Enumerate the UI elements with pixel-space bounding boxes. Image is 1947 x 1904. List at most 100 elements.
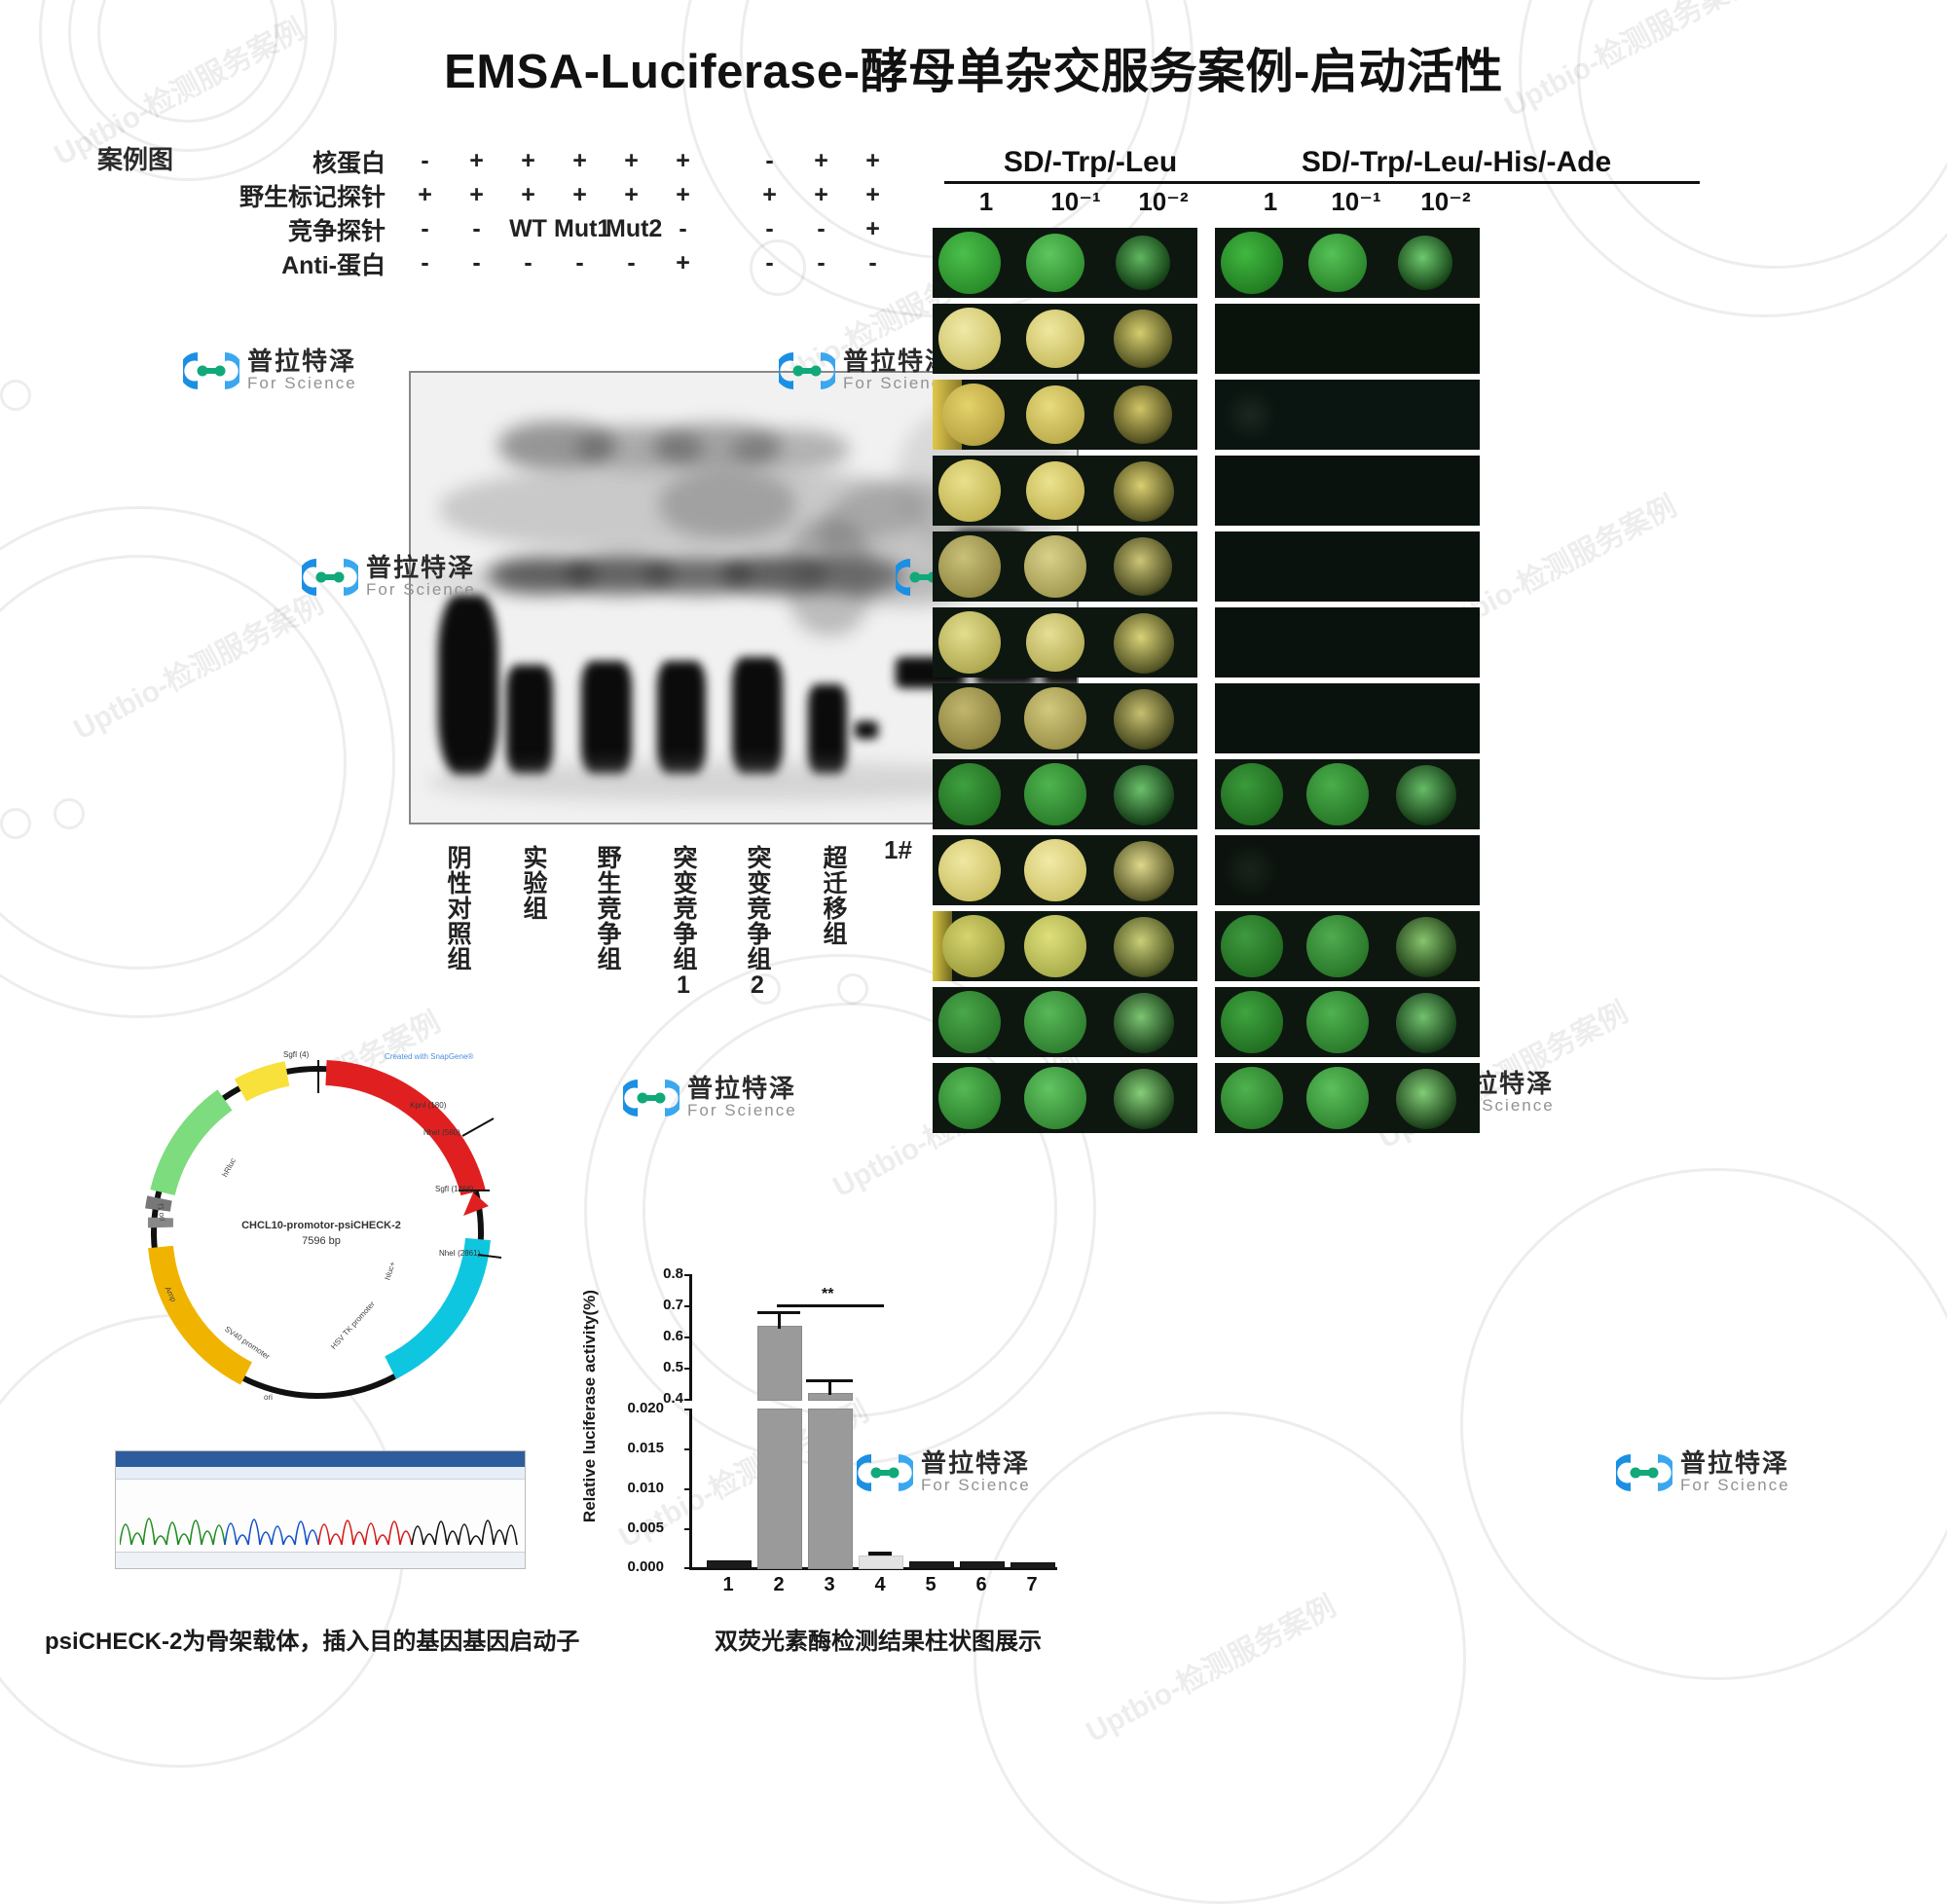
- table-row: 竞争探针 - - WT Mut1 Mut2 - - - +: [230, 212, 899, 246]
- dilution-label: 10⁻²: [1138, 187, 1189, 216]
- yeast-strip: [1215, 1063, 1480, 1133]
- yeast-strip: [933, 1063, 1197, 1133]
- bar-2-upper: [757, 1326, 802, 1401]
- bar-2-error-stem: [778, 1311, 781, 1329]
- brand-name-en: For Science: [247, 374, 357, 393]
- x-tick-label: 4: [874, 1574, 886, 1595]
- significance-marker: **: [822, 1286, 834, 1302]
- bar-3-lower: [808, 1409, 853, 1569]
- lane-label: 阴性对照组: [444, 845, 471, 971]
- bar-2-lower: [757, 1409, 802, 1569]
- condition-name: 野生标记探针: [239, 183, 386, 211]
- condition-value: +: [469, 147, 484, 174]
- brand-watermark: 普拉特泽 For Science: [178, 347, 357, 393]
- condition-value: +: [865, 181, 880, 208]
- yeast-strip: [1215, 380, 1480, 450]
- condition-value: +: [624, 147, 639, 174]
- yeast-strip: [933, 304, 1197, 374]
- yeast-strip: [1215, 304, 1480, 374]
- plasmid-feature: ori: [264, 1393, 273, 1402]
- lane-label: 突变竞争组2: [744, 845, 771, 1000]
- ring-decor: [837, 973, 868, 1005]
- yeast-strip: [1215, 607, 1480, 677]
- bar-5: [909, 1561, 954, 1569]
- trace-toolbar: [116, 1467, 525, 1480]
- dilution-label: 10⁻¹: [1050, 187, 1101, 216]
- condition-value: -: [421, 147, 429, 174]
- yeast-strip: [933, 683, 1197, 753]
- condition-value: -: [817, 215, 826, 242]
- y-tick-label: 0.6: [663, 1328, 683, 1344]
- brand-watermark: 普拉特泽 For Science: [618, 1075, 797, 1120]
- dilution-label: 10⁻²: [1420, 187, 1471, 216]
- bar-6: [960, 1561, 1005, 1569]
- lane-label: 野生竞争组: [594, 845, 621, 971]
- yeast-strip: [1215, 228, 1480, 298]
- table-row: 核蛋白 - + + + + + - + +: [230, 144, 899, 178]
- yeast-strip: [933, 835, 1197, 905]
- brand-logo-icon: [178, 348, 244, 393]
- table-row: Anti-蛋白 - - - - - + - - -: [230, 246, 899, 280]
- y-tick-label: 0.5: [663, 1359, 683, 1375]
- condition-value: +: [521, 147, 535, 174]
- yeast-strip: [1215, 456, 1480, 526]
- plasmid-size: 7596 bp: [302, 1235, 341, 1247]
- plasmid-site: SgfI (4): [283, 1050, 310, 1059]
- y-tick-label: 0.7: [663, 1297, 683, 1313]
- background-watermark-text: Uptbio-检测服务案例: [68, 587, 329, 747]
- y-tick-label: 0.005: [627, 1520, 664, 1536]
- condition-value: Mut2: [606, 215, 663, 242]
- x-tick-label: 6: [975, 1574, 987, 1595]
- yeast-panel-header-2: SD/-Trp/-Leu/-His/-Ade: [1213, 146, 1700, 184]
- condition-value: -: [765, 215, 774, 242]
- trace-statusbar: [116, 1552, 525, 1568]
- yeast-strip: [1215, 759, 1480, 829]
- snapgene-note: Created with SnapGene®: [385, 1052, 474, 1061]
- trace-window-titlebar: [116, 1451, 525, 1467]
- condition-value: -: [421, 249, 429, 276]
- yeast-strip: [933, 607, 1197, 677]
- condition-value: WT: [509, 215, 547, 242]
- yeast-strip: [933, 456, 1197, 526]
- condition-value: -: [627, 249, 636, 276]
- yeast-strip: [933, 759, 1197, 829]
- condition-value: +: [865, 147, 880, 174]
- brand-logo-icon: [297, 555, 363, 600]
- condition-value: +: [676, 181, 690, 208]
- yeast-one-hybrid-panels: SD/-Trp/-Leu SD/-Trp/-Leu/-His/-Ade 1 10…: [925, 146, 1937, 1626]
- condition-value: Mut1: [554, 215, 611, 242]
- bar-1: [707, 1560, 752, 1569]
- x-tick-label: 1: [722, 1574, 734, 1595]
- plasmid-name: CHCL10-promotor-psiCHECK-2: [241, 1220, 401, 1231]
- ring-decor: [54, 798, 85, 829]
- condition-value: +: [572, 181, 587, 208]
- brand-name-en: For Science: [687, 1101, 797, 1120]
- y-tick-label: 0.8: [663, 1265, 683, 1282]
- condition-value: +: [676, 147, 690, 174]
- condition-value: -: [765, 147, 774, 174]
- condition-value: +: [814, 181, 828, 208]
- significance-bracket: [777, 1304, 884, 1307]
- condition-value: +: [865, 215, 880, 242]
- yeast-strip: [1215, 987, 1480, 1057]
- condition-name: Anti-蛋白: [281, 251, 386, 279]
- sequencing-trace-image: [115, 1450, 526, 1569]
- yeast-strip: [1215, 835, 1480, 905]
- case-figure-label: 案例图: [97, 145, 174, 174]
- plasmid-caption: psiCHECK-2为骨架载体，插入目的基因基因启动子: [45, 1629, 580, 1655]
- condition-value: -: [472, 215, 481, 242]
- bar-4-error-cap: [868, 1552, 892, 1556]
- bar-4: [859, 1556, 903, 1569]
- plasmid-feature-arcs: [145, 1060, 501, 1385]
- plasmid-map: Created with SnapGene® CHCL10-promotor-p…: [92, 1046, 550, 1465]
- condition-value: +: [624, 181, 639, 208]
- brand-name-cn: 普拉特泽: [247, 347, 357, 376]
- condition-value: -: [679, 215, 687, 242]
- condition-value: -: [817, 249, 826, 276]
- y-tick-label: 0.015: [627, 1440, 664, 1456]
- x-tick-label: 3: [824, 1574, 835, 1595]
- x-tick-label: 5: [925, 1574, 937, 1595]
- ring-decor: [0, 506, 395, 1018]
- brand-logo-icon: [618, 1076, 684, 1120]
- dilution-label: 1: [1263, 187, 1278, 216]
